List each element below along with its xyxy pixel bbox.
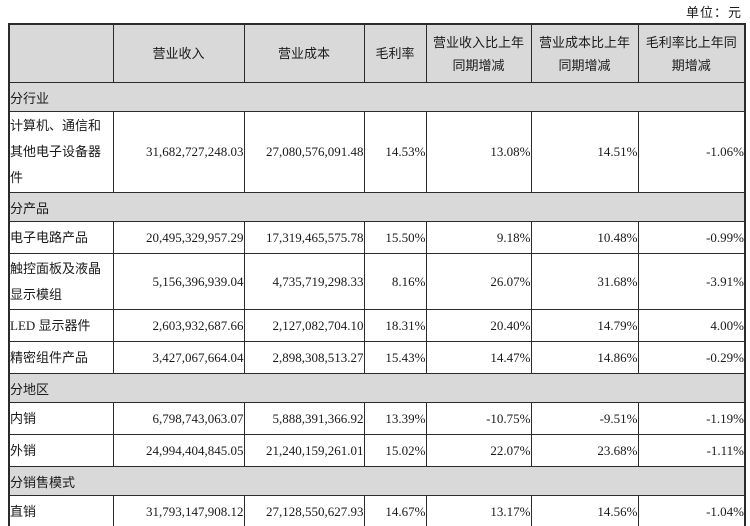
cell-margin: 15.43%: [363, 341, 427, 374]
cell-cost-change: 10.48%: [530, 221, 639, 254]
table-row-electronic-circuit: 电子电路产品 20,495,329,957.29 17,319,465,575.…: [8, 221, 746, 254]
cell-margin: 13.39%: [363, 402, 427, 435]
cell-cost-change: 14.86%: [530, 341, 639, 374]
cell-cost-change: 14.56%: [530, 495, 639, 526]
row-label: 精密组件产品: [8, 341, 114, 374]
cell-revenue-change: 13.17%: [425, 495, 532, 526]
section-row-product: 分产品: [8, 192, 746, 222]
cell-cost-change: 31.68%: [530, 253, 639, 310]
cell-margin-change: -1.19%: [637, 402, 746, 435]
cell-revenue-change: 22.07%: [425, 434, 532, 467]
table-row-computer-electronics: 计算机、通信和其他电子设备器件 31,682,727,248.03 27,080…: [8, 111, 746, 193]
cell-cost-change: 23.68%: [530, 434, 639, 467]
cell-cost-change: 14.79%: [530, 309, 639, 342]
row-label: 触控面板及液晶显示模组: [8, 253, 114, 310]
header-cell-margin: 毛利率: [363, 23, 427, 83]
cell-margin: 14.67%: [363, 495, 427, 526]
cell-revenue: 31,793,147,908.12: [112, 495, 245, 526]
cell-cost: 21,240,159,261.01: [243, 434, 365, 467]
cell-cost: 27,080,576,091.48: [243, 111, 365, 193]
header-cell-cost: 营业成本: [243, 23, 365, 83]
row-label: 外销: [8, 434, 114, 467]
section-row-region: 分地区: [8, 373, 746, 403]
cell-cost: 2,127,082,704.10: [243, 309, 365, 342]
financial-breakdown-table: 营业收入 营业成本 毛利率 营业收入比上年同期增减 营业成本比上年同期增减 毛利…: [8, 23, 746, 526]
section-label: 分行业: [8, 82, 746, 112]
cell-revenue: 2,603,932,687.66: [112, 309, 245, 342]
cell-revenue: 3,427,067,664.04: [112, 341, 245, 374]
cell-margin-change: -0.29%: [637, 341, 746, 374]
cell-cost-change: 14.51%: [530, 111, 639, 193]
cell-revenue-change: 13.08%: [425, 111, 532, 193]
section-label: 分地区: [8, 373, 746, 403]
cell-margin-change: 4.00%: [637, 309, 746, 342]
table-row-domestic-sales: 内销 6,798,743,063.07 5,888,391,366.92 13.…: [8, 402, 746, 435]
cell-margin-change: -1.11%: [637, 434, 746, 467]
row-label: 内销: [8, 402, 114, 435]
cell-cost: 2,898,308,513.27: [243, 341, 365, 374]
cell-margin-change: -1.06%: [637, 111, 746, 193]
header-cell-blank: [8, 23, 114, 83]
row-label: 电子电路产品: [8, 221, 114, 254]
cell-cost: 17,319,465,575.78: [243, 221, 365, 254]
cell-cost: 27,128,550,627.93: [243, 495, 365, 526]
cell-revenue: 20,495,329,957.29: [112, 221, 245, 254]
unit-label: 单位：元: [685, 5, 742, 20]
table-row-direct-sales: 直销 31,793,147,908.12 27,128,550,627.93 1…: [8, 495, 746, 526]
row-label: 计算机、通信和其他电子设备器件: [8, 111, 114, 193]
table-row-touch-panel-lcd: 触控面板及液晶显示模组 5,156,396,939.04 4,735,719,2…: [8, 253, 746, 310]
table-row-export-sales: 外销 24,994,404,845.05 21,240,159,261.01 1…: [8, 434, 746, 467]
cell-revenue: 31,682,727,248.03: [112, 111, 245, 193]
cell-revenue: 5,156,396,939.04: [112, 253, 245, 310]
header-cell-cost-change: 营业成本比上年同期增减: [530, 23, 639, 83]
header-cell-revenue: 营业收入: [112, 23, 245, 83]
cell-margin: 18.31%: [363, 309, 427, 342]
cell-cost: 5,888,391,366.92: [243, 402, 365, 435]
cell-margin-change: -3.91%: [637, 253, 746, 310]
cell-revenue: 24,994,404,845.05: [112, 434, 245, 467]
cell-revenue-change: 9.18%: [425, 221, 532, 254]
section-row-industry: 分行业: [8, 82, 746, 112]
cell-cost-change: -9.51%: [530, 402, 639, 435]
cell-revenue-change: 20.40%: [425, 309, 532, 342]
header-cell-revenue-change: 营业收入比上年同期增减: [425, 23, 532, 83]
section-label: 分销售模式: [8, 466, 746, 496]
row-label: 直销: [8, 495, 114, 526]
cell-revenue-change: -10.75%: [425, 402, 532, 435]
cell-margin-change: -0.99%: [637, 221, 746, 254]
cell-margin: 8.16%: [363, 253, 427, 310]
cell-margin: 15.50%: [363, 221, 427, 254]
table-header-row: 营业收入 营业成本 毛利率 营业收入比上年同期增减 营业成本比上年同期增减 毛利…: [8, 23, 746, 83]
cell-revenue: 6,798,743,063.07: [112, 402, 245, 435]
cell-margin: 15.02%: [363, 434, 427, 467]
table-row-led-display: LED 显示器件 2,603,932,687.66 2,127,082,704.…: [8, 309, 746, 342]
cell-revenue-change: 26.07%: [425, 253, 532, 310]
cell-revenue-change: 14.47%: [425, 341, 532, 374]
cell-margin: 14.53%: [363, 111, 427, 193]
cell-cost: 4,735,719,298.33: [243, 253, 365, 310]
table-row-precision-components: 精密组件产品 3,427,067,664.04 2,898,308,513.27…: [8, 341, 746, 374]
cell-margin-change: -1.04%: [637, 495, 746, 526]
section-label: 分产品: [8, 192, 746, 222]
row-label: LED 显示器件: [8, 309, 114, 342]
header-cell-margin-change: 毛利率比上年同期增减: [637, 23, 746, 83]
section-row-sales-model: 分销售模式: [8, 466, 746, 496]
